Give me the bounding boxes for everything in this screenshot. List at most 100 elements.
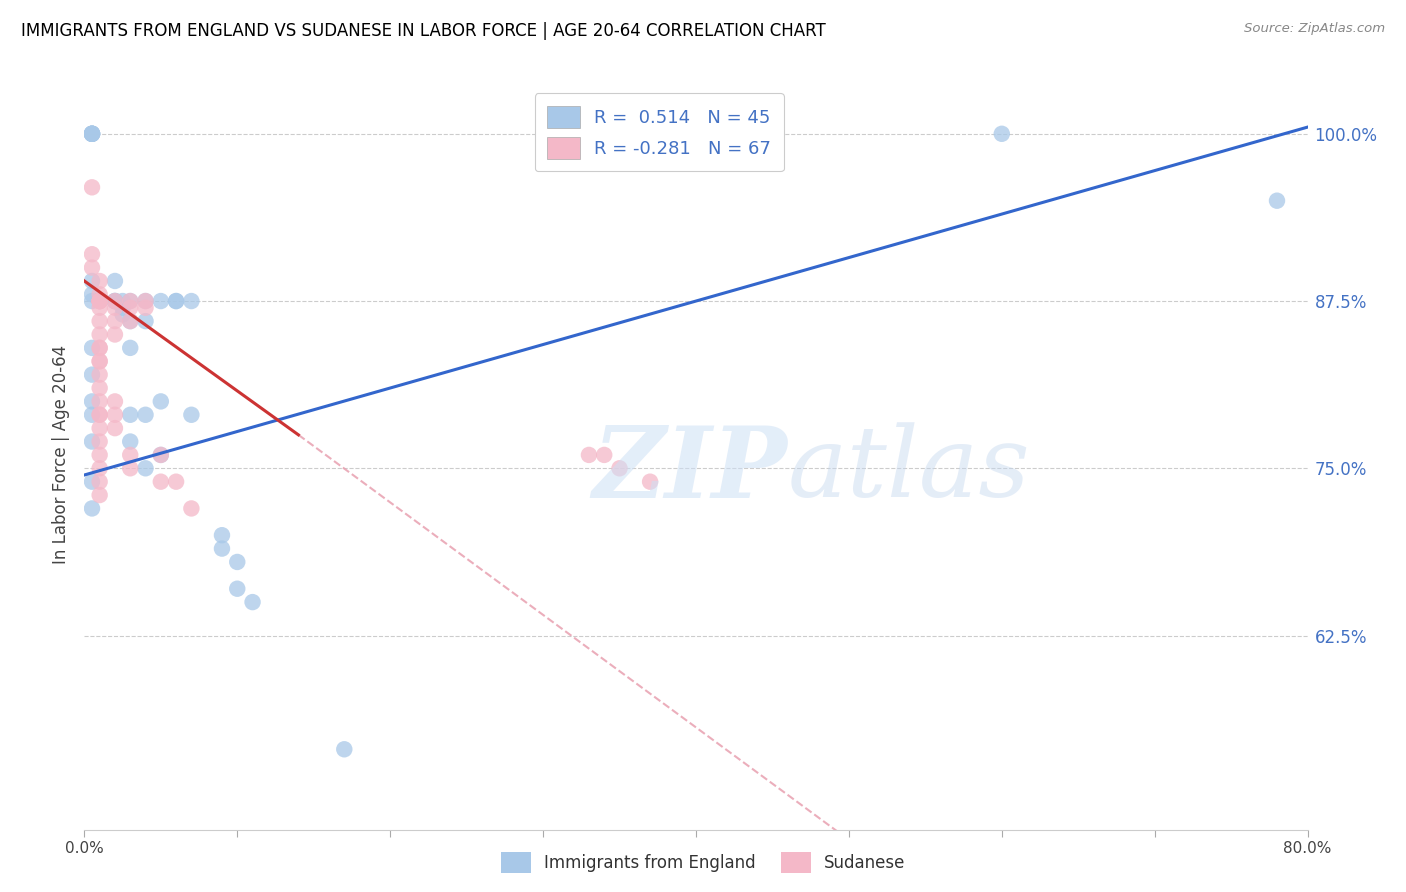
Point <box>89 294 111 309</box>
Point <box>89 488 111 502</box>
Point <box>80 434 103 449</box>
Point <box>104 274 127 288</box>
Point <box>104 294 127 309</box>
Point <box>89 461 111 475</box>
Point <box>80 475 103 489</box>
Point <box>149 475 172 489</box>
Point <box>80 394 103 409</box>
Point <box>135 408 157 422</box>
Point <box>149 448 172 462</box>
Point <box>89 294 111 309</box>
Point <box>89 327 111 342</box>
Point <box>80 408 103 422</box>
Point <box>89 274 111 288</box>
Point <box>211 528 233 542</box>
Point <box>242 595 264 609</box>
Point <box>89 448 111 462</box>
Point <box>80 180 103 194</box>
Point <box>104 394 127 409</box>
Point <box>120 341 142 355</box>
Y-axis label: In Labor Force | Age 20-64: In Labor Force | Age 20-64 <box>52 345 70 565</box>
Point <box>89 301 111 315</box>
Point <box>80 368 103 382</box>
Point <box>104 294 127 309</box>
Legend: Immigrants from England, Sudanese: Immigrants from England, Sudanese <box>494 846 912 880</box>
Point <box>89 287 111 301</box>
Point <box>89 408 111 422</box>
Point <box>135 294 157 309</box>
Point <box>104 421 127 435</box>
Point <box>80 127 103 141</box>
Point <box>89 341 111 355</box>
Text: atlas: atlas <box>787 422 1031 517</box>
Point <box>89 294 111 309</box>
Point <box>593 448 616 462</box>
Point <box>120 448 142 462</box>
Legend: R =  0.514   N = 45, R = -0.281   N = 67: R = 0.514 N = 45, R = -0.281 N = 67 <box>534 93 783 171</box>
Point <box>80 287 103 301</box>
Point <box>149 294 172 309</box>
Point <box>165 294 187 309</box>
Point <box>104 408 127 422</box>
Point <box>104 314 127 328</box>
Point <box>89 294 111 309</box>
Point <box>80 127 103 141</box>
Point <box>180 501 202 516</box>
Point <box>111 294 134 309</box>
Point <box>120 408 142 422</box>
Point <box>80 127 103 141</box>
Point <box>89 354 111 368</box>
Point <box>104 301 127 315</box>
Point <box>211 541 233 556</box>
Point <box>80 341 103 355</box>
Point <box>578 448 600 462</box>
Text: ZIP: ZIP <box>592 422 787 518</box>
Point <box>89 381 111 395</box>
Point <box>180 294 202 309</box>
Point <box>80 501 103 516</box>
Text: IMMIGRANTS FROM ENGLAND VS SUDANESE IN LABOR FORCE | AGE 20-64 CORRELATION CHART: IMMIGRANTS FROM ENGLAND VS SUDANESE IN L… <box>21 22 825 40</box>
Point <box>180 408 202 422</box>
Point <box>80 247 103 261</box>
Point <box>333 742 356 756</box>
Point <box>80 294 103 309</box>
Point <box>111 308 134 322</box>
Point <box>89 421 111 435</box>
Text: Source: ZipAtlas.com: Source: ZipAtlas.com <box>1244 22 1385 36</box>
Point <box>89 394 111 409</box>
Point <box>104 294 127 309</box>
Point <box>89 354 111 368</box>
Point <box>638 475 661 489</box>
Point <box>104 327 127 342</box>
Point <box>149 448 172 462</box>
Point <box>80 274 103 288</box>
Point <box>165 294 187 309</box>
Point <box>89 341 111 355</box>
Point <box>135 301 157 315</box>
Point <box>89 368 111 382</box>
Point <box>165 475 187 489</box>
Point <box>104 294 127 309</box>
Point <box>89 314 111 328</box>
Point <box>120 301 142 315</box>
Point <box>120 294 142 309</box>
Point <box>149 394 172 409</box>
Point <box>135 314 157 328</box>
Point <box>120 314 142 328</box>
Point <box>1265 194 1288 208</box>
Point <box>89 475 111 489</box>
Point <box>89 408 111 422</box>
Point <box>120 294 142 309</box>
Point <box>609 461 631 475</box>
Point <box>89 434 111 449</box>
Point <box>135 461 157 475</box>
Point <box>89 294 111 309</box>
Point <box>135 294 157 309</box>
Point <box>120 434 142 449</box>
Point <box>120 314 142 328</box>
Point <box>80 127 103 141</box>
Point <box>111 301 134 315</box>
Point <box>226 582 249 596</box>
Point <box>120 461 142 475</box>
Point <box>80 260 103 275</box>
